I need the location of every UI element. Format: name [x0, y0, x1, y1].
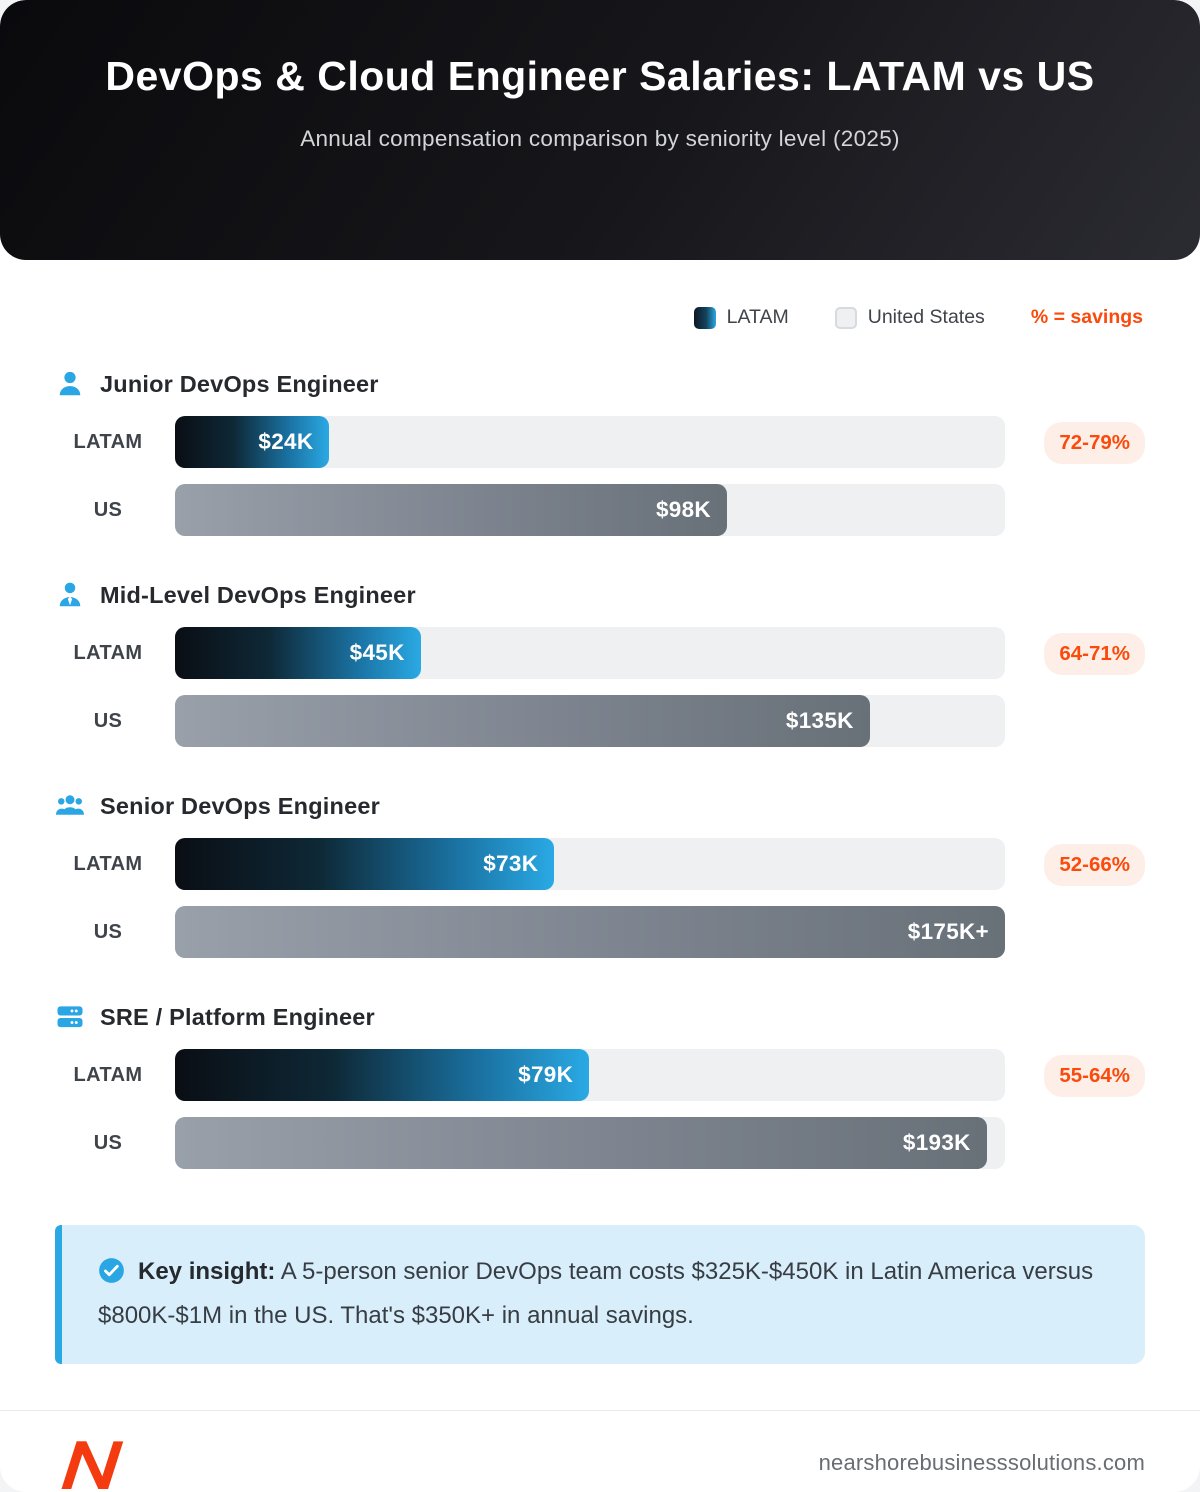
chart-area: Junior DevOps Engineer LATAM $24K US $9 [0, 329, 1200, 1169]
latam-bar: $24K [175, 416, 330, 468]
bar-row-latam: LATAM $73K [55, 838, 1005, 890]
page-subtitle: Annual compensation comparison by senior… [300, 126, 900, 152]
page-title: DevOps & Cloud Engineer Salaries: LATAM … [105, 53, 1095, 99]
bar-track: $73K [175, 838, 1005, 890]
section-sre-title: SRE / Platform Engineer [100, 1003, 375, 1030]
section-sre-header: SRE / Platform Engineer [55, 1002, 1145, 1032]
key-insight-text: A 5-person senior DevOps team costs $325… [98, 1258, 1094, 1329]
us-bar: $193K [175, 1117, 987, 1169]
section-midlevel: Mid-Level DevOps Engineer LATAM $45K US [55, 580, 1145, 747]
person-icon [55, 369, 85, 399]
savings-note: % = savings [1030, 306, 1143, 328]
legend-us-label: United States [867, 306, 985, 328]
row-label-latam: LATAM [73, 852, 143, 875]
savings-badge: 55-64% [1044, 1055, 1145, 1097]
bar-track: $175K+ [175, 906, 1005, 958]
person-tie-icon [55, 580, 85, 610]
us-bar: $98K [175, 484, 727, 536]
us-bar: $175K+ [175, 906, 1005, 958]
bar-track: $98K [175, 484, 1005, 536]
us-bar: $135K [175, 695, 870, 747]
bar-track: $79K [175, 1049, 1005, 1101]
bar-track: $24K [175, 416, 1005, 468]
latam-bar: $79K [175, 1049, 590, 1101]
latam-bar-value: $24K [258, 429, 314, 454]
section-senior: Senior DevOps Engineer LATAM $73K US $1 [55, 791, 1145, 958]
us-bar-value: $193K [902, 1130, 971, 1155]
section-sre: SRE / Platform Engineer LATAM $79K US $ [55, 1002, 1145, 1169]
server-icon [55, 1002, 85, 1032]
row-label-latam: LATAM [73, 641, 143, 664]
bar-row-latam: LATAM $24K [55, 416, 1005, 468]
section-sre-bars: LATAM $79K US $193K 55-64% [55, 1049, 1145, 1169]
company-logo-icon [55, 1437, 127, 1489]
us-swatch-icon [834, 306, 857, 329]
legend-item-us: United States [834, 306, 985, 329]
us-bar-value: $175K+ [907, 919, 989, 944]
check-circle-icon [98, 1257, 125, 1297]
latam-bar: $45K [175, 627, 421, 679]
key-insight-title: Key insight: [138, 1258, 276, 1285]
latam-bar-value: $45K [349, 640, 405, 665]
latam-bar-value: $79K [518, 1062, 574, 1087]
legend-item-latam: LATAM [693, 306, 789, 329]
bar-row-us: US $193K [55, 1117, 1005, 1169]
bar-track: $45K [175, 627, 1005, 679]
row-label-us: US [93, 1131, 123, 1154]
section-senior-title: Senior DevOps Engineer [100, 792, 380, 819]
key-insight-box: Key insight: A 5-person senior DevOps te… [55, 1225, 1145, 1364]
bar-row-us: US $98K [55, 484, 1005, 536]
savings-badge: 72-79% [1044, 422, 1145, 464]
row-label-us: US [93, 498, 123, 521]
latam-bar: $73K [175, 838, 555, 890]
row-label-us: US [93, 920, 123, 943]
row-label-latam: LATAM [73, 430, 143, 453]
website-domain: nearshorebusinesssolutions.com [818, 1449, 1145, 1475]
section-midlevel-header: Mid-Level DevOps Engineer [55, 580, 1145, 610]
bar-track: $193K [175, 1117, 1005, 1169]
section-midlevel-bars: LATAM $45K US $135K 64-71% [55, 627, 1145, 747]
section-junior: Junior DevOps Engineer LATAM $24K US $9 [55, 369, 1145, 536]
row-label-us: US [93, 709, 123, 732]
bar-row-latam: LATAM $79K [55, 1049, 1005, 1101]
section-junior-header: Junior DevOps Engineer [55, 369, 1145, 399]
section-midlevel-title: Mid-Level DevOps Engineer [100, 581, 416, 608]
us-bar-value: $98K [655, 497, 711, 522]
legend: LATAM United States % = savings [0, 260, 1200, 329]
bar-row-us: US $135K [55, 695, 1005, 747]
latam-bar-value: $73K [483, 851, 539, 876]
header: DevOps & Cloud Engineer Salaries: LATAM … [0, 0, 1200, 260]
savings-badge: 64-71% [1044, 633, 1145, 675]
savings-badge: 52-66% [1044, 844, 1145, 886]
section-junior-bars: LATAM $24K US $98K 72-79% [55, 416, 1145, 536]
latam-swatch-icon [693, 306, 716, 329]
row-label-latam: LATAM [73, 1063, 143, 1086]
bar-track: $135K [175, 695, 1005, 747]
bar-row-us: US $175K+ [55, 906, 1005, 958]
footer: nearshorebusinesssolutions.com [0, 1409, 1200, 1489]
section-senior-header: Senior DevOps Engineer [55, 791, 1145, 821]
us-bar-value: $135K [785, 708, 854, 733]
bar-row-latam: LATAM $45K [55, 627, 1005, 679]
section-junior-title: Junior DevOps Engineer [100, 370, 379, 397]
section-senior-bars: LATAM $73K US $175K+ 52-66% [55, 838, 1145, 958]
legend-latam-label: LATAM [726, 306, 789, 328]
team-icon [55, 791, 85, 821]
